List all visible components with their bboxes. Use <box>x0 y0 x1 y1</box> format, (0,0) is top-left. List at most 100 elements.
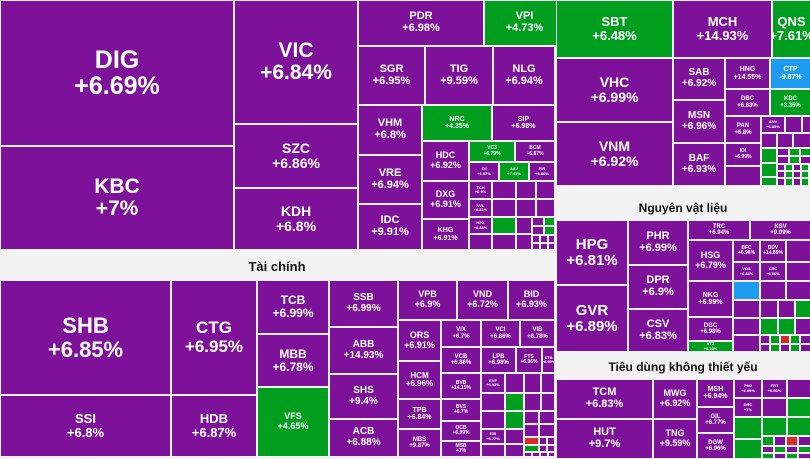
treemap-tile[interactable] <box>801 149 810 155</box>
treemap-tile[interactable] <box>786 179 792 185</box>
treemap-tile[interactable] <box>482 412 504 428</box>
treemap-tile[interactable] <box>778 157 788 163</box>
treemap-tile-tig[interactable]: TIG +9.59% <box>426 47 492 104</box>
treemap-tile[interactable] <box>517 235 531 249</box>
treemap-tile-hdc[interactable]: HDC +6.92% <box>423 142 468 180</box>
treemap-tile[interactable] <box>771 336 779 343</box>
treemap-tile[interactable] <box>734 319 759 334</box>
treemap-tile[interactable] <box>525 453 531 456</box>
treemap-tile[interactable] <box>778 134 792 147</box>
treemap-tile[interactable] <box>763 454 773 458</box>
treemap-tile-tpb[interactable]: TPB +6.84% <box>399 400 440 428</box>
treemap-tile-shb[interactable]: SHB +6.85% <box>1 281 170 394</box>
treemap-tile[interactable] <box>802 179 808 185</box>
treemap-tile[interactable] <box>778 165 784 170</box>
treemap-tile-bid[interactable]: BID +6.93% <box>509 281 554 319</box>
treemap-tile[interactable] <box>734 282 759 299</box>
treemap-tile[interactable] <box>761 336 769 343</box>
treemap-tile-sab[interactable]: SAB +6.92% <box>674 59 724 99</box>
treemap-tile[interactable] <box>762 149 776 162</box>
treemap-tile[interactable] <box>493 218 515 233</box>
treemap-tile[interactable] <box>788 380 810 397</box>
treemap-tile-dig[interactable]: DIG +6.69% <box>1 1 233 145</box>
treemap-tile[interactable] <box>787 447 797 452</box>
treemap-tile[interactable] <box>775 447 785 452</box>
treemap-tile[interactable] <box>540 425 554 436</box>
treemap-tile-vnd[interactable]: VND +6.72% <box>458 281 507 319</box>
treemap-tile[interactable] <box>787 241 810 261</box>
treemap-tile[interactable] <box>533 453 539 456</box>
treemap-tile-evf[interactable]: EVF +6.93% <box>482 374 504 392</box>
treemap-tile[interactable] <box>525 446 538 451</box>
treemap-tile[interactable] <box>506 374 523 392</box>
treemap-tile[interactable] <box>517 218 531 233</box>
treemap-tile[interactable] <box>796 319 810 334</box>
treemap-tile[interactable] <box>548 438 554 444</box>
treemap-tile[interactable] <box>517 182 535 198</box>
treemap-tile[interactable] <box>545 227 554 234</box>
treemap-tile[interactable] <box>525 394 540 410</box>
treemap-tile-hcm[interactable]: HCM +6.96% <box>399 362 440 398</box>
treemap-tile-abb[interactable]: ABB +14.93% <box>330 328 397 373</box>
treemap-tile[interactable] <box>778 179 784 185</box>
treemap-tile-ctg[interactable]: CTG +6.95% <box>172 281 256 394</box>
treemap-tile-dpr[interactable]: DPR +6.9% <box>629 266 687 308</box>
treemap-tile-kdc[interactable]: KDC +3.35% <box>771 90 810 115</box>
treemap-tile-vhm[interactable]: VHM +6.8% <box>359 106 421 154</box>
treemap-tile-ksv[interactable]: KSV +9.99% <box>751 221 810 239</box>
treemap-tile-tcm[interactable]: TCM +6.83% <box>557 380 652 418</box>
treemap-tile-tng[interactable]: TNG +9.59% <box>654 420 696 458</box>
treemap-tile[interactable] <box>787 437 797 445</box>
treemap-tile[interactable] <box>762 178 776 185</box>
treemap-tile[interactable] <box>778 149 788 155</box>
treemap-tile[interactable] <box>801 336 810 343</box>
treemap-tile-dbc[interactable]: DBC +6.83% <box>726 90 769 115</box>
treemap-tile-fts[interactable]: FTS +6.96% <box>517 348 541 372</box>
treemap-tile[interactable] <box>802 165 808 170</box>
treemap-tile-idc[interactable]: IDC +9.91% <box>359 205 421 249</box>
treemap-tile-aav[interactable]: AAV +7.41% <box>500 163 528 180</box>
treemap-tile-csv[interactable]: CSV +6.83% <box>629 310 687 351</box>
treemap-tile-pnj[interactable]: PNJ +6.99% <box>735 380 761 397</box>
treemap-tile[interactable] <box>470 235 491 249</box>
treemap-tile-msb[interactable]: MSB +7% <box>442 442 480 456</box>
treemap-tile-ocb[interactable]: OCB +6.99% <box>442 422 480 440</box>
treemap-tile-vnm[interactable]: VNM +6.92% <box>557 123 672 185</box>
treemap-tile[interactable] <box>802 172 808 177</box>
treemap-tile[interactable] <box>775 437 785 445</box>
treemap-tile-gvr[interactable]: GVR +6.89% <box>557 286 627 351</box>
treemap-tile[interactable] <box>781 345 789 351</box>
treemap-tile-szc[interactable]: SZC +6.86% <box>235 125 357 187</box>
treemap-tile-lpb[interactable]: LPB +6.98% <box>482 348 515 372</box>
treemap-tile[interactable] <box>537 200 554 216</box>
treemap-tile[interactable] <box>549 453 554 456</box>
treemap-tile[interactable] <box>787 454 797 458</box>
treemap-tile-eib[interactable]: EIB +6.77% <box>482 430 504 443</box>
treemap-tile[interactable] <box>542 394 554 410</box>
treemap-tile-anv[interactable]: ANV +6.85% <box>762 117 784 132</box>
treemap-tile-phr[interactable]: PHR +6.99% <box>629 221 687 264</box>
treemap-tile[interactable] <box>779 319 794 334</box>
treemap-tile[interactable] <box>549 244 554 249</box>
treemap-tile[interactable] <box>794 165 800 170</box>
treemap-tile-hpx[interactable]: HPX +6.84% <box>470 218 491 233</box>
treemap-tile-vfs[interactable]: VFS +4.65% <box>258 388 328 456</box>
treemap-tile-trc[interactable]: TRC +6.94% <box>689 221 749 239</box>
treemap-tile-vix[interactable]: VIX +6.7% <box>442 321 480 346</box>
treemap-tile[interactable] <box>801 157 810 163</box>
treemap-tile[interactable] <box>762 164 776 176</box>
treemap-tile[interactable] <box>790 157 799 163</box>
treemap-tile-idi[interactable]: IDI +6.99% <box>726 144 760 165</box>
treemap-tile[interactable] <box>794 172 800 177</box>
treemap-tile-hut[interactable]: HUT +9.7% <box>557 420 652 458</box>
treemap-tile[interactable] <box>763 399 786 416</box>
treemap-tile[interactable] <box>517 200 535 216</box>
treemap-tile[interactable] <box>803 117 810 132</box>
treemap-tile[interactable] <box>761 345 769 351</box>
treemap-tile-dgc[interactable]: DGC +6.98% <box>689 318 732 340</box>
treemap-tile[interactable] <box>761 301 777 317</box>
treemap-tile-khg[interactable]: KHG +6.91% <box>423 220 468 249</box>
treemap-tile[interactable] <box>493 182 515 198</box>
treemap-tile[interactable] <box>482 445 504 456</box>
treemap-tile-ddv[interactable]: DDV +14.89% <box>761 241 785 261</box>
